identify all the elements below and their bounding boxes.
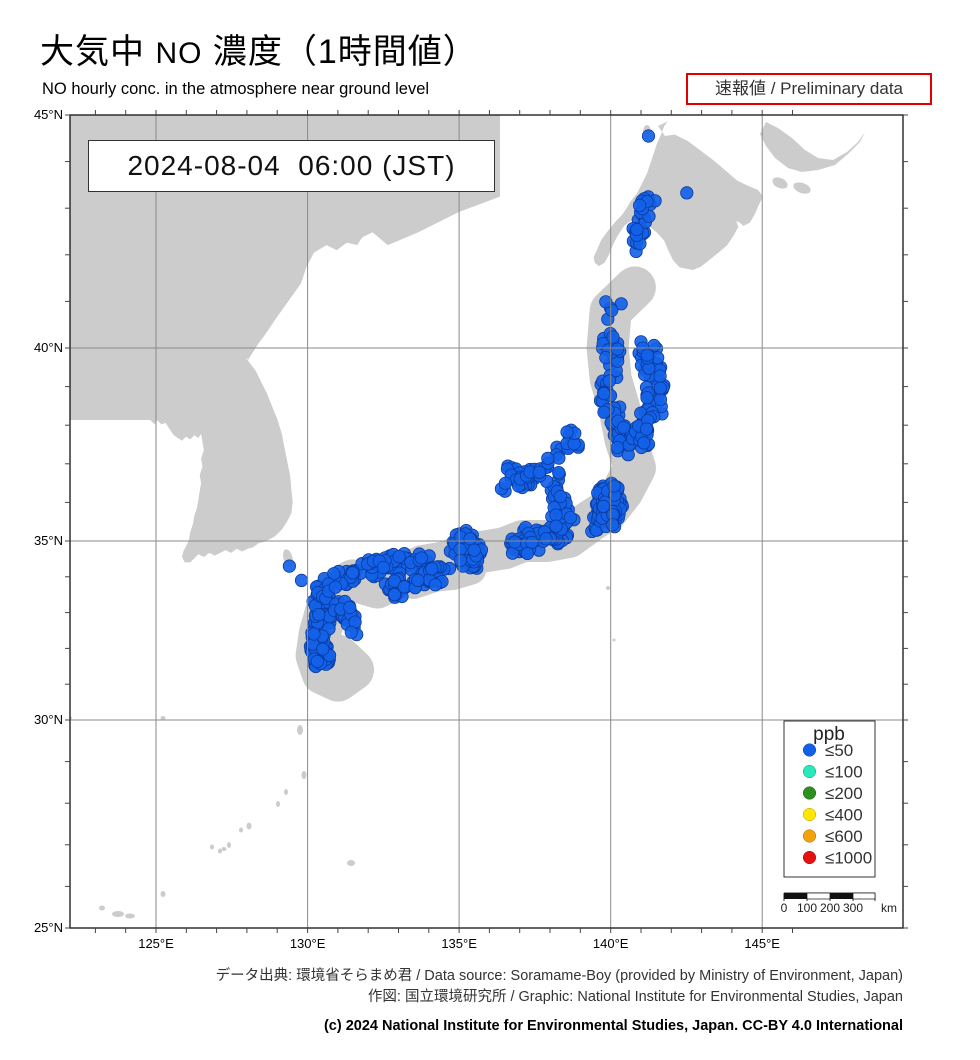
svg-text:km: km (881, 901, 897, 915)
svg-text:≤1000: ≤1000 (825, 849, 872, 868)
svg-text:0: 0 (781, 901, 788, 915)
svg-text:145°E: 145°E (744, 936, 780, 951)
svg-text:140°E: 140°E (593, 936, 629, 951)
svg-text:135°E: 135°E (441, 936, 477, 951)
svg-text:45°N: 45°N (34, 107, 63, 122)
svg-text:40°N: 40°N (34, 340, 63, 355)
svg-text:100: 100 (797, 901, 817, 915)
svg-text:≤200: ≤200 (825, 784, 863, 803)
svg-text:125°E: 125°E (138, 936, 174, 951)
svg-text:≤50: ≤50 (825, 741, 853, 760)
svg-text:≤100: ≤100 (825, 763, 863, 782)
svg-text:≤400: ≤400 (825, 806, 863, 825)
svg-text:300: 300 (843, 901, 863, 915)
svg-text:35°N: 35°N (34, 533, 63, 548)
svg-text:≤600: ≤600 (825, 827, 863, 846)
svg-text:130°E: 130°E (290, 936, 326, 951)
svg-text:25°N: 25°N (34, 920, 63, 935)
svg-text:30°N: 30°N (34, 712, 63, 727)
svg-text:200: 200 (820, 901, 840, 915)
